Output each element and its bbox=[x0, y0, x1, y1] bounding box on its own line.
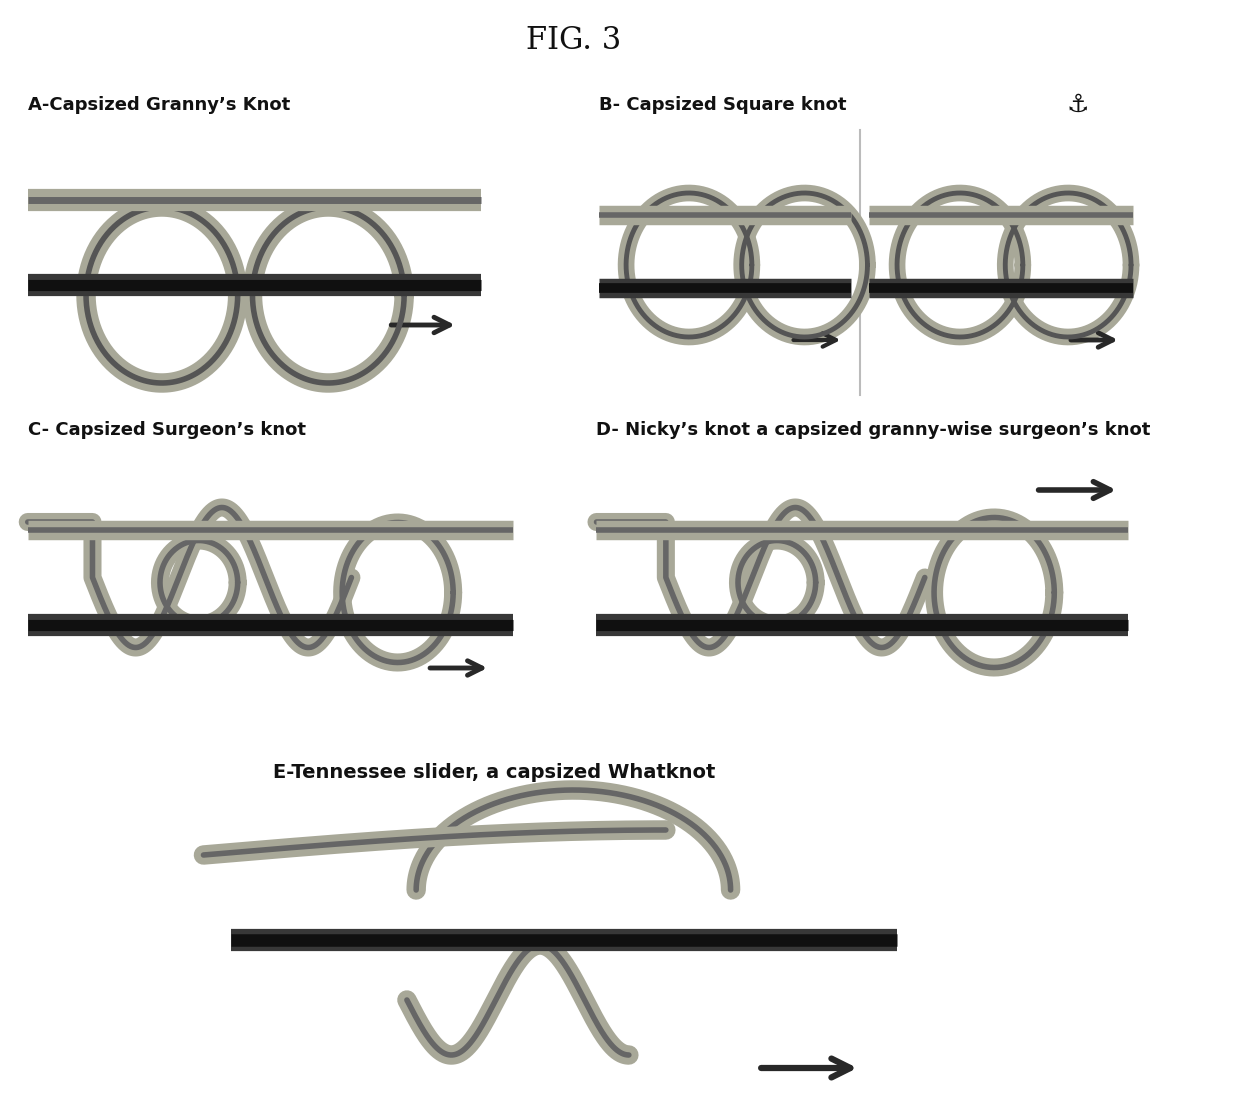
Text: A-Capsized Granny’s Knot: A-Capsized Granny’s Knot bbox=[27, 96, 290, 114]
Text: FIG. 3: FIG. 3 bbox=[526, 24, 621, 56]
Text: ⚓: ⚓ bbox=[1066, 93, 1089, 117]
Text: B- Capsized Square knot: B- Capsized Square knot bbox=[599, 96, 847, 114]
Text: E-Tennessee slider, a capsized Whatknot: E-Tennessee slider, a capsized Whatknot bbox=[273, 762, 715, 781]
Text: D- Nicky’s knot a capsized granny-wise surgeon’s knot: D- Nicky’s knot a capsized granny-wise s… bbox=[596, 421, 1151, 439]
Text: C- Capsized Surgeon’s knot: C- Capsized Surgeon’s knot bbox=[27, 421, 306, 439]
